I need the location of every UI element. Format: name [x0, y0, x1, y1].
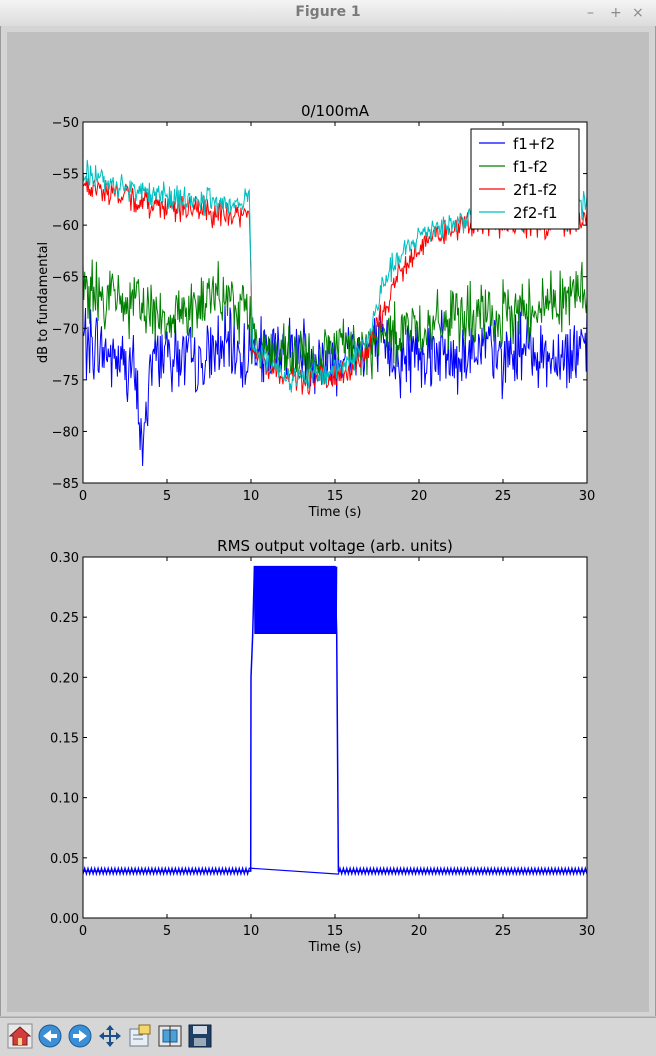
zoom-button[interactable]: [126, 1022, 154, 1050]
y-tick-label: −50: [52, 116, 79, 131]
x-tick-label: 15: [327, 924, 344, 939]
y-tick-label: 0.20: [50, 671, 79, 686]
y-tick-label: −70: [52, 322, 79, 337]
legend-label: 2f1-f2: [513, 181, 558, 199]
navigation-toolbar: [0, 1017, 656, 1056]
x-tick-label: 5: [163, 489, 171, 504]
x-axis-label: Time (s): [308, 940, 362, 955]
legend-label: f1-f2: [513, 158, 548, 176]
x-tick-label: 20: [411, 489, 428, 504]
y-tick-label: 0.15: [50, 732, 79, 747]
series-line-f1-f2: [82, 259, 588, 384]
y-tick-label: 0.25: [50, 611, 79, 626]
close-button[interactable]: ×: [632, 5, 644, 21]
pan-button[interactable]: [96, 1022, 124, 1050]
chart-1: f1+f2 f1-f2 2f1-f2 2f2-f1: [82, 121, 588, 484]
y-tick-label: −80: [52, 425, 79, 440]
maximize-button[interactable]: +: [610, 5, 622, 21]
series-band-rms: [253, 566, 338, 635]
forward-button[interactable]: [66, 1022, 94, 1050]
back-arrow-icon: [38, 1024, 62, 1048]
x-tick-label: 25: [495, 489, 512, 504]
x-tick-label: 30: [579, 489, 596, 504]
y-tick-label: −55: [52, 168, 79, 183]
home-button[interactable]: [6, 1022, 34, 1050]
window-title: Figure 1: [295, 4, 361, 20]
x-tick-label: 0: [79, 489, 87, 504]
figure-svg: f1+f2 f1-f2 2f1-f2 2f2-f1 0 5 10 15 20 25 30 −85 −80…: [36, 102, 596, 955]
save-button[interactable]: [186, 1022, 214, 1050]
chart-title: 0/100mA: [301, 102, 370, 120]
minimize-button[interactable]: –: [587, 5, 594, 21]
subplots-icon: [158, 1025, 182, 1047]
x-tick-label: 10: [243, 489, 260, 504]
y-tick-label: 0.00: [50, 912, 79, 927]
series-baseline-ripple: [82, 865, 588, 877]
y-axis-label: dB to fundamental: [36, 242, 51, 363]
figure-canvas[interactable]: f1+f2 f1-f2 2f1-f2 2f2-f1 0 5 10 15 20 25 30 −85 −80…: [7, 32, 649, 1012]
y-tick-label: 0.10: [50, 792, 79, 807]
save-icon: [188, 1024, 212, 1048]
legend: f1+f2 f1-f2 2f1-f2 2f2-f1: [470, 128, 580, 230]
x-tick-label: 0: [79, 924, 87, 939]
y-tick-label: −65: [52, 271, 79, 286]
x-tick-label: 30: [579, 924, 596, 939]
home-icon: [7, 1023, 33, 1049]
back-button[interactable]: [36, 1022, 64, 1050]
chart-2: [82, 556, 588, 919]
x-tick-label: 10: [243, 924, 260, 939]
chart-title: RMS output voltage (arb. units): [217, 537, 453, 555]
y-tick-label: 0.30: [50, 551, 79, 566]
x-tick-label: 5: [163, 924, 171, 939]
y-tick-label: −85: [52, 477, 79, 492]
y-tick-label: 0.05: [50, 852, 79, 867]
x-tick-label: 20: [411, 924, 428, 939]
legend-label: f1+f2: [513, 135, 555, 153]
subplots-button[interactable]: [156, 1022, 184, 1050]
y-tick-label: −75: [52, 374, 79, 389]
x-tick-label: 15: [327, 489, 344, 504]
legend-label: 2f2-f1: [513, 204, 558, 222]
zoom-rect-icon: [129, 1024, 151, 1047]
forward-arrow-icon: [68, 1024, 92, 1048]
x-tick-label: 25: [495, 924, 512, 939]
pan-icon: [99, 1025, 121, 1047]
x-axis-label: Time (s): [308, 505, 362, 520]
window-titlebar: Figure 1 – + ×: [0, 0, 656, 27]
series-line-rms: [83, 565, 587, 872]
y-tick-label: −60: [52, 219, 79, 234]
